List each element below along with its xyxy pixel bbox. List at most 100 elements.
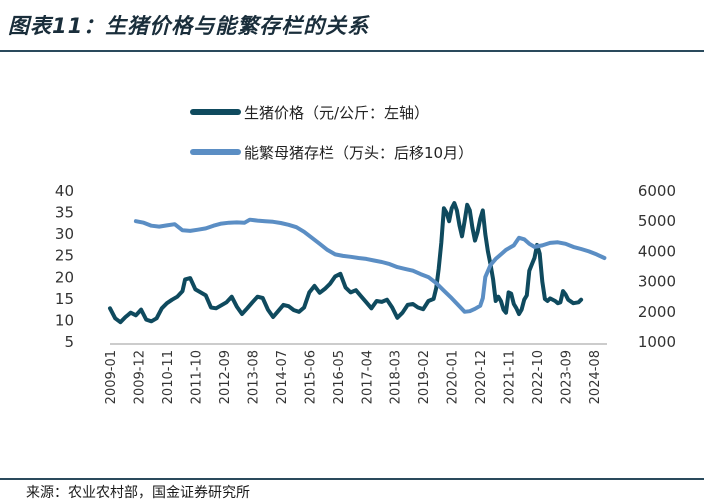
data-point-pig-price (272, 316, 274, 318)
data-point-sow-inventory (435, 282, 438, 284)
data-point-pig-price (189, 277, 191, 279)
data-point-sow-inventory (334, 253, 337, 256)
data-point-pig-price (541, 280, 544, 283)
data-point-pig-price (210, 306, 212, 309)
data-point-sow-inventory (458, 305, 461, 308)
data-point-sow-inventory (197, 228, 199, 231)
data-point-pig-price (494, 300, 497, 302)
data-point-pig-price (497, 295, 500, 298)
data-point-sow-inventory (518, 237, 520, 239)
data-point-sow-inventory (541, 244, 544, 247)
source-divider (0, 478, 704, 480)
data-point-pig-price (500, 300, 502, 302)
data-point-pig-price (450, 207, 453, 210)
y-right-tick-label: 1000 (638, 333, 676, 351)
y-right-tick-label: 4000 (638, 242, 676, 260)
data-point-pig-price (298, 311, 300, 313)
axes: 5 10 15 20 25 30 35 40 1000 2000 3000 4000 5000 6000 2… (55, 182, 676, 404)
data-point-pig-price (313, 285, 316, 287)
data-point-pig-price (510, 292, 512, 295)
x-tick-label: 2023-09 (560, 350, 575, 404)
data-point-pig-price (482, 209, 484, 212)
data-point-sow-inventory (357, 257, 360, 259)
data-point-sow-inventory (166, 224, 168, 227)
data-point-pig-price (150, 320, 153, 323)
data-point-pig-price (277, 310, 280, 312)
x-tick-label: 2010-11 (161, 350, 176, 404)
data-point-pig-price (161, 307, 163, 310)
data-point-pig-price (479, 218, 482, 220)
data-point-sow-inventory (249, 218, 251, 221)
y-right-tick-label: 5000 (638, 212, 676, 230)
data-point-pig-price (205, 294, 207, 297)
data-point-pig-price (293, 309, 295, 311)
data-point-pig-price (520, 308, 523, 311)
data-point-pig-price (246, 307, 248, 310)
data-point-pig-price (531, 263, 533, 266)
data-point-pig-price (381, 301, 383, 303)
data-point-pig-price (528, 270, 531, 272)
data-point-pig-price (199, 291, 202, 294)
data-point-pig-price (554, 300, 556, 302)
data-point-pig-price (135, 314, 137, 317)
data-point-pig-price (220, 304, 223, 307)
data-point-pig-price (287, 305, 290, 308)
x-tick-label: 2014-07 (275, 350, 290, 404)
data-point-pig-price (476, 231, 479, 233)
data-point-pig-price (474, 239, 476, 242)
y-left-tick-label: 30 (55, 225, 74, 243)
y-right-tick-label: 6000 (638, 182, 676, 200)
data-point-pig-price (484, 233, 487, 235)
y-right-tick-label: 2000 (638, 303, 676, 321)
data-point-pig-price (303, 306, 305, 309)
data-point-sow-inventory (287, 224, 290, 226)
data-point-sow-inventory (479, 305, 482, 307)
data-point-pig-price (518, 313, 520, 315)
data-point-pig-price (267, 308, 269, 311)
series-line-pig-price (108, 201, 584, 325)
data-point-pig-price (171, 298, 173, 301)
data-point-pig-price (505, 311, 507, 314)
data-point-pig-price (466, 204, 469, 206)
data-point-sow-inventory (505, 249, 507, 251)
data-point-sow-inventory (181, 229, 184, 232)
data-point-pig-price (251, 301, 254, 304)
data-point-sow-inventory (349, 255, 352, 258)
data-point-pig-price (401, 311, 404, 314)
title-divider (0, 50, 704, 52)
data-point-sow-inventory (564, 243, 567, 245)
data-point-pig-price (355, 289, 357, 292)
y-left-tick-label: 10 (55, 311, 74, 329)
y-right-tick-label: 3000 (638, 273, 676, 291)
data-point-sow-inventory (388, 263, 391, 265)
data-point-sow-inventory (450, 297, 453, 300)
data-point-sow-inventory (595, 253, 598, 256)
data-point-pig-price (502, 308, 505, 311)
data-point-sow-inventory (243, 221, 246, 224)
data-point-sow-inventory (189, 230, 191, 232)
data-point-pig-price (440, 242, 443, 244)
data-point-pig-price (567, 298, 569, 301)
data-point-pig-price (334, 275, 337, 278)
data-point-sow-inventory (557, 241, 559, 244)
data-point-sow-inventory (272, 221, 274, 223)
x-tick-label: 2018-03 (389, 350, 404, 404)
data-point-pig-price (365, 301, 368, 304)
data-point-sow-inventory (412, 269, 414, 272)
data-point-sow-inventory (342, 255, 344, 257)
data-point-pig-price (308, 291, 311, 294)
data-point-pig-price (445, 211, 448, 214)
data-point-pig-price (176, 295, 179, 298)
series-layer (108, 201, 607, 325)
data-point-pig-price (453, 202, 456, 204)
data-point-sow-inventory (173, 223, 176, 225)
x-tick-label: 2016-05 (332, 350, 347, 404)
y-left-tick-label: 20 (55, 268, 74, 286)
data-point-sow-inventory (264, 220, 267, 222)
data-point-pig-price (443, 207, 445, 210)
data-point-pig-price (487, 250, 489, 253)
data-point-pig-price (109, 307, 111, 310)
data-point-sow-inventory (280, 222, 282, 224)
data-point-sow-inventory (500, 253, 502, 256)
data-point-sow-inventory (482, 297, 484, 300)
